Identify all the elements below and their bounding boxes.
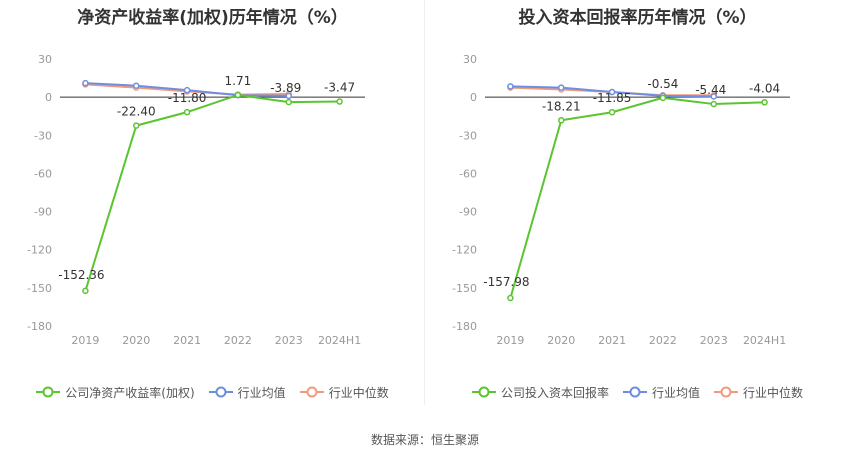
y-tick-label: -30 (34, 129, 52, 142)
series-line (509, 96, 765, 299)
x-tick-label: 2020 (547, 334, 575, 347)
legend-label: 公司净资产收益率(加权) (65, 385, 195, 400)
data-label: -22.40 (117, 105, 156, 119)
data-label: -18.21 (542, 99, 581, 113)
x-tick-label: 2022 (649, 334, 677, 347)
legend-line-marker-icon (714, 386, 738, 398)
chart-title: 净资产收益率(加权)历年情况（%） (77, 8, 348, 28)
data-label: -0.54 (647, 77, 678, 91)
y-tick-label: -180 (27, 320, 52, 333)
data-point (133, 82, 140, 89)
y-tick-label: -150 (27, 282, 52, 295)
data-point (133, 122, 140, 129)
data-point (710, 93, 717, 100)
data-source-note: 数据来源：恒生聚源 (370, 433, 479, 447)
y-tick-label: 0 (45, 91, 52, 104)
legend-item-industry-median[interactable]: 行业中位数 (714, 384, 803, 401)
data-point (558, 117, 565, 124)
data-point (558, 84, 565, 91)
data-point (608, 108, 616, 116)
data-point (183, 86, 191, 94)
data-point (285, 92, 292, 100)
data-point (608, 88, 616, 96)
legend-line-marker-icon (471, 386, 496, 398)
data-point (659, 94, 667, 102)
x-tick-label: 2019 (71, 334, 99, 347)
series-line (84, 93, 340, 292)
legend-line-marker-icon (36, 386, 61, 398)
data-label: -5.44 (695, 83, 726, 97)
data-label: -152.36 (58, 268, 104, 282)
data-point (234, 91, 242, 99)
y-tick-label: 30 (38, 53, 52, 66)
y-tick-label: -180 (452, 320, 477, 333)
y-tick-label: -150 (452, 282, 477, 295)
y-tick-label: -90 (459, 206, 477, 219)
data-label: -3.89 (270, 81, 301, 95)
x-tick-label: 2024H1 (318, 334, 361, 347)
data-label: -11.80 (168, 91, 207, 105)
legend-line-marker-icon (208, 386, 233, 398)
data-point (82, 287, 89, 295)
legend-label: 行业中位数 (328, 385, 389, 400)
x-tick-label: 2019 (496, 334, 524, 347)
legend-label: 行业中位数 (743, 385, 804, 400)
x-tick-label: 2021 (173, 334, 201, 347)
x-tick-label: 2023 (275, 334, 303, 347)
chart-title: 投入资本回报率历年情况（%） (518, 8, 757, 28)
x-tick-label: 2024H1 (743, 334, 786, 347)
x-tick-label: 2022 (224, 334, 252, 347)
x-tick-label: 2020 (122, 334, 150, 347)
chart-roe-panel: 净资产收益率(加权)历年情况（%） 30 0 -30 -60 -90 -120 -150 -1… (0, 0, 425, 420)
data-label: -4.04 (749, 81, 780, 95)
x-tick-label: 2023 (700, 334, 728, 347)
legend-label: 公司投入资本回报率 (500, 385, 609, 400)
legend-item-industry-avg[interactable]: 行业均值 (622, 384, 700, 401)
data-point (183, 108, 191, 116)
chart-legend: 公司投入资本回报率 行业均值 行业中位数 (425, 382, 850, 402)
x-tick-label: 2021 (598, 334, 626, 347)
data-point (285, 98, 292, 106)
legend-item-company[interactable]: 公司净资产收益率(加权) (36, 384, 195, 401)
y-tick-label: 30 (463, 53, 477, 66)
data-label: 1.71 (225, 74, 252, 88)
y-tick-label: -60 (459, 167, 477, 180)
y-tick-label: -120 (27, 244, 52, 257)
legend-line-marker-icon (622, 386, 647, 398)
legend-item-company[interactable]: 公司投入资本回报率 (471, 384, 609, 401)
data-label: -157.98 (483, 275, 529, 289)
legend-item-industry-avg[interactable]: 行业均值 (208, 384, 286, 401)
data-point (710, 100, 717, 108)
y-tick-label: -60 (34, 167, 52, 180)
data-point (761, 99, 768, 106)
data-point (336, 98, 343, 105)
data-point (82, 79, 89, 87)
legend-label: 行业均值 (237, 385, 286, 400)
chart-plot-area: 30 0 -30 -60 -90 -120 -150 -180 2019 2020 2021 2022… (452, 53, 790, 347)
y-tick-label: -30 (459, 129, 477, 142)
y-tick-label: -90 (34, 206, 52, 219)
data-point (507, 83, 514, 90)
chart-roic-panel: 投入资本回报率历年情况（%） 30 0 -30 -60 -90 -120 -150 -180 2… (425, 0, 850, 420)
data-point (507, 294, 514, 302)
legend-item-industry-median[interactable]: 行业中位数 (299, 384, 389, 401)
chart-legend: 公司净资产收益率(加权) 行业均值 行业中位数 (0, 382, 425, 402)
legend-line-marker-icon (299, 386, 324, 398)
y-tick-label: -120 (452, 244, 477, 257)
chart-plot-area: 30 0 -30 -60 -90 -120 -150 -180 2019 2020 2021 2022… (27, 53, 365, 347)
legend-label: 行业均值 (651, 385, 700, 400)
data-label: -3.47 (324, 81, 355, 95)
y-tick-label: 0 (470, 91, 477, 104)
data-label: -11.85 (593, 91, 632, 105)
panel-divider (424, 0, 425, 405)
